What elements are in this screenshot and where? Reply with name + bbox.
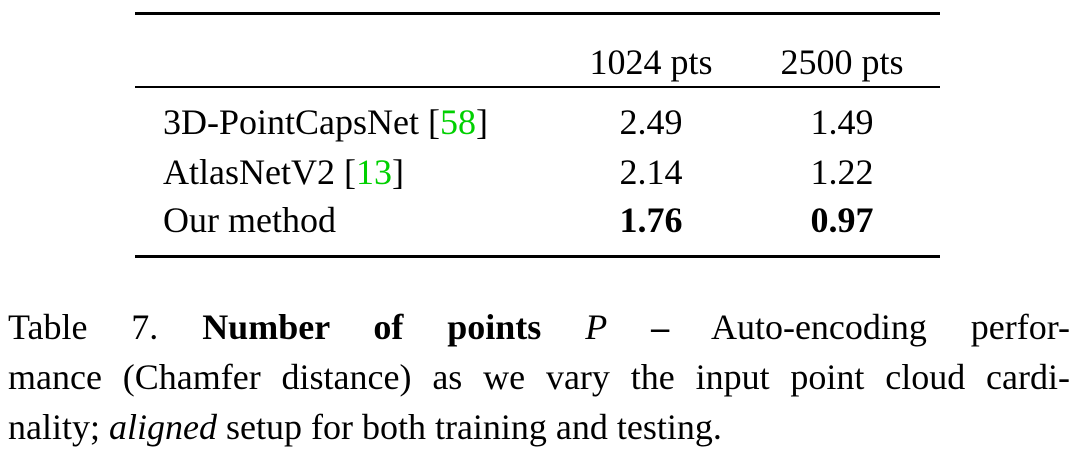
mid-rule (135, 86, 940, 88)
value-cell: 2.14 (619, 152, 683, 192)
citation: 13 (355, 152, 392, 192)
caption-title-text: Number of points (202, 307, 542, 347)
row-label: AtlasNetV2 [13] (163, 152, 404, 192)
caption-label: Table 7. (8, 307, 159, 347)
value-cell: 1.49 (810, 102, 874, 142)
citation: 58 (439, 102, 476, 142)
bottom-rule (135, 255, 940, 258)
label-text: Our method (163, 200, 336, 240)
value-cell: 0.97 (810, 200, 874, 240)
caption-line: nality; aligned setup for both training … (8, 407, 1070, 447)
value-cell: 1.22 (810, 152, 874, 192)
row-label: Our method (163, 200, 336, 240)
value-cell: 2.49 (619, 102, 683, 142)
label-text: ] (475, 102, 488, 142)
caption-line: Table 7. Number of points P – Auto-encod… (8, 307, 1070, 347)
label-text: ] (391, 152, 404, 192)
label-text: 3D-PointCapsNet [ (163, 102, 440, 142)
caption-text: Auto-encoding perfor- (710, 307, 1070, 347)
column-header: 2500 pts (780, 42, 904, 82)
caption-line: mance (Chamfer distance) as we vary the … (8, 357, 1070, 397)
top-rule (135, 12, 940, 15)
caption-emphasis: aligned (109, 407, 217, 447)
caption-text: nality; (8, 407, 100, 447)
caption-text: mance (Chamfer distance) as we vary the … (8, 357, 1070, 397)
row-label: 3D-PointCapsNet [58] (163, 102, 488, 142)
caption-symbol: P (585, 307, 608, 347)
caption-title: Number of points P – (202, 307, 669, 347)
column-header: 1024 pts (589, 42, 713, 82)
value-cell: 1.76 (619, 200, 683, 240)
label-text: AtlasNetV2 [ (163, 152, 356, 192)
caption-dash: – (651, 307, 670, 347)
caption-text: setup for both training and testing. (225, 407, 722, 447)
